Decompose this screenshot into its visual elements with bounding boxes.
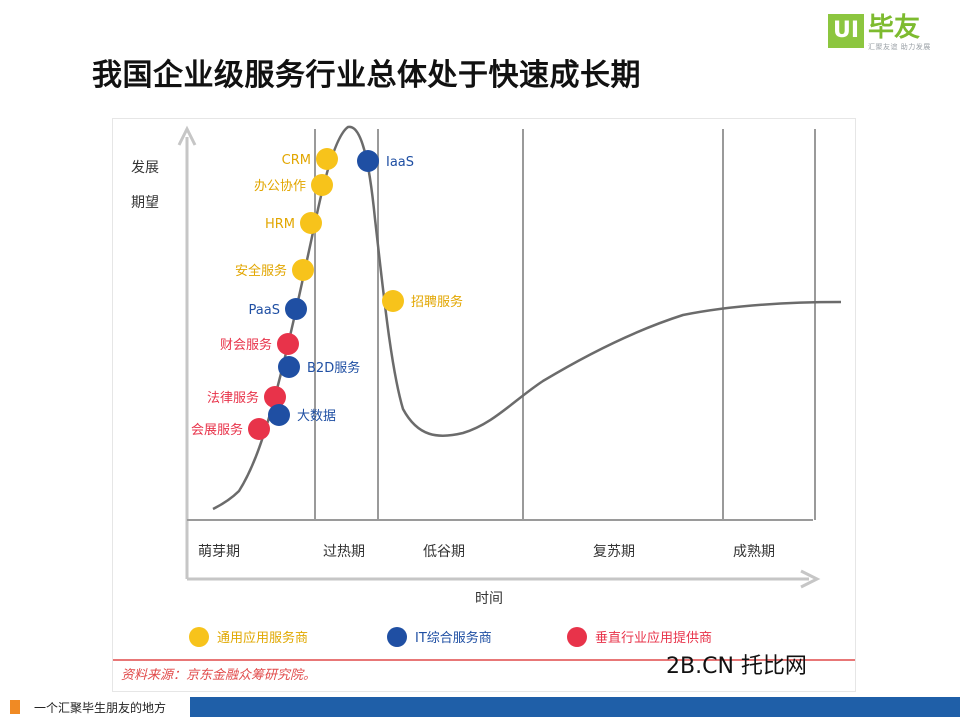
watermark: 2B.CN 托比网 (666, 654, 807, 679)
hype-cycle-chart: 发展 期望 萌芽期 过热期 低谷期 复苏期 成熟期 时间 CRM 办公协作 HRM 安… (113, 125, 855, 683)
data-point-label: 招聘服务 (411, 294, 463, 310)
phase-label-recovery: 复苏期 (593, 543, 635, 560)
data-point-label: 会展服务 (191, 422, 243, 438)
data-point-label: CRM (282, 153, 311, 168)
legend-label-it: IT综合服务商 (415, 630, 492, 646)
y-axis-label-line1: 发展 (131, 160, 159, 176)
data-point (300, 212, 322, 234)
x-axis-arrow (800, 569, 821, 589)
y-axis-arrow (177, 125, 197, 146)
data-point-label: 大数据 (297, 409, 336, 424)
data-point (311, 174, 333, 196)
data-point (316, 148, 338, 170)
legend-swatch-vertical (567, 627, 587, 647)
hype-cycle-figure: 发展 期望 萌芽期 过热期 低谷期 复苏期 成熟期 时间 CRM 办公协作 HRM 安… (112, 118, 856, 692)
legend-swatch-it (387, 627, 407, 647)
data-point-label: 安全服务 (235, 263, 287, 279)
logo-mark: UI (828, 14, 864, 48)
logo-text: 毕友 (868, 13, 921, 43)
data-point (268, 404, 290, 426)
legend-label-general: 通用应用服务商 (217, 630, 308, 646)
phase-label-mature: 成熟期 (733, 544, 775, 560)
x-axis-label: 时间 (475, 591, 503, 607)
data-point-label: IaaS (386, 155, 414, 170)
phase-label-sprout: 萌芽期 (198, 544, 240, 560)
data-point (382, 290, 404, 312)
phase-label-overheat: 过热期 (323, 544, 365, 560)
data-point (278, 356, 300, 378)
hype-curve (212, 125, 842, 511)
phase-label-trough: 低谷期 (423, 544, 465, 560)
data-point (292, 259, 314, 281)
data-point (277, 333, 299, 355)
data-point-label: 办公协作 (254, 179, 306, 194)
footer-accent (10, 700, 20, 714)
brand-logo: UI 毕友 汇聚友谊 助力发展 (828, 14, 931, 54)
data-point (248, 418, 270, 440)
source-note: 资料来源：京东金融众筹研究院。 (121, 667, 316, 683)
legend-swatch-general (189, 627, 209, 647)
logo-tagline: 汇聚友谊 助力发展 (868, 43, 931, 51)
data-point-label: 财会服务 (220, 337, 272, 353)
data-point (285, 298, 307, 320)
data-point-label: HRM (265, 217, 295, 232)
footer-slogan: 一个汇聚毕生朋友的地方 (34, 701, 167, 715)
footer-bar (190, 697, 960, 717)
y-axis-label-line2: 期望 (131, 195, 159, 211)
legend: 通用应用服务商 IT综合服务商 垂直行业应用提供商 (189, 627, 712, 647)
data-point-label: PaaS (249, 303, 280, 318)
legend-label-vertical: 垂直行业应用提供商 (595, 630, 712, 646)
data-point-label: 法律服务 (207, 390, 259, 406)
data-point (357, 150, 379, 172)
data-point-label: B2D服务 (307, 360, 360, 376)
slide-title: 我国企业级服务行业总体处于快速成长期 (92, 58, 641, 93)
data-point (264, 386, 286, 408)
